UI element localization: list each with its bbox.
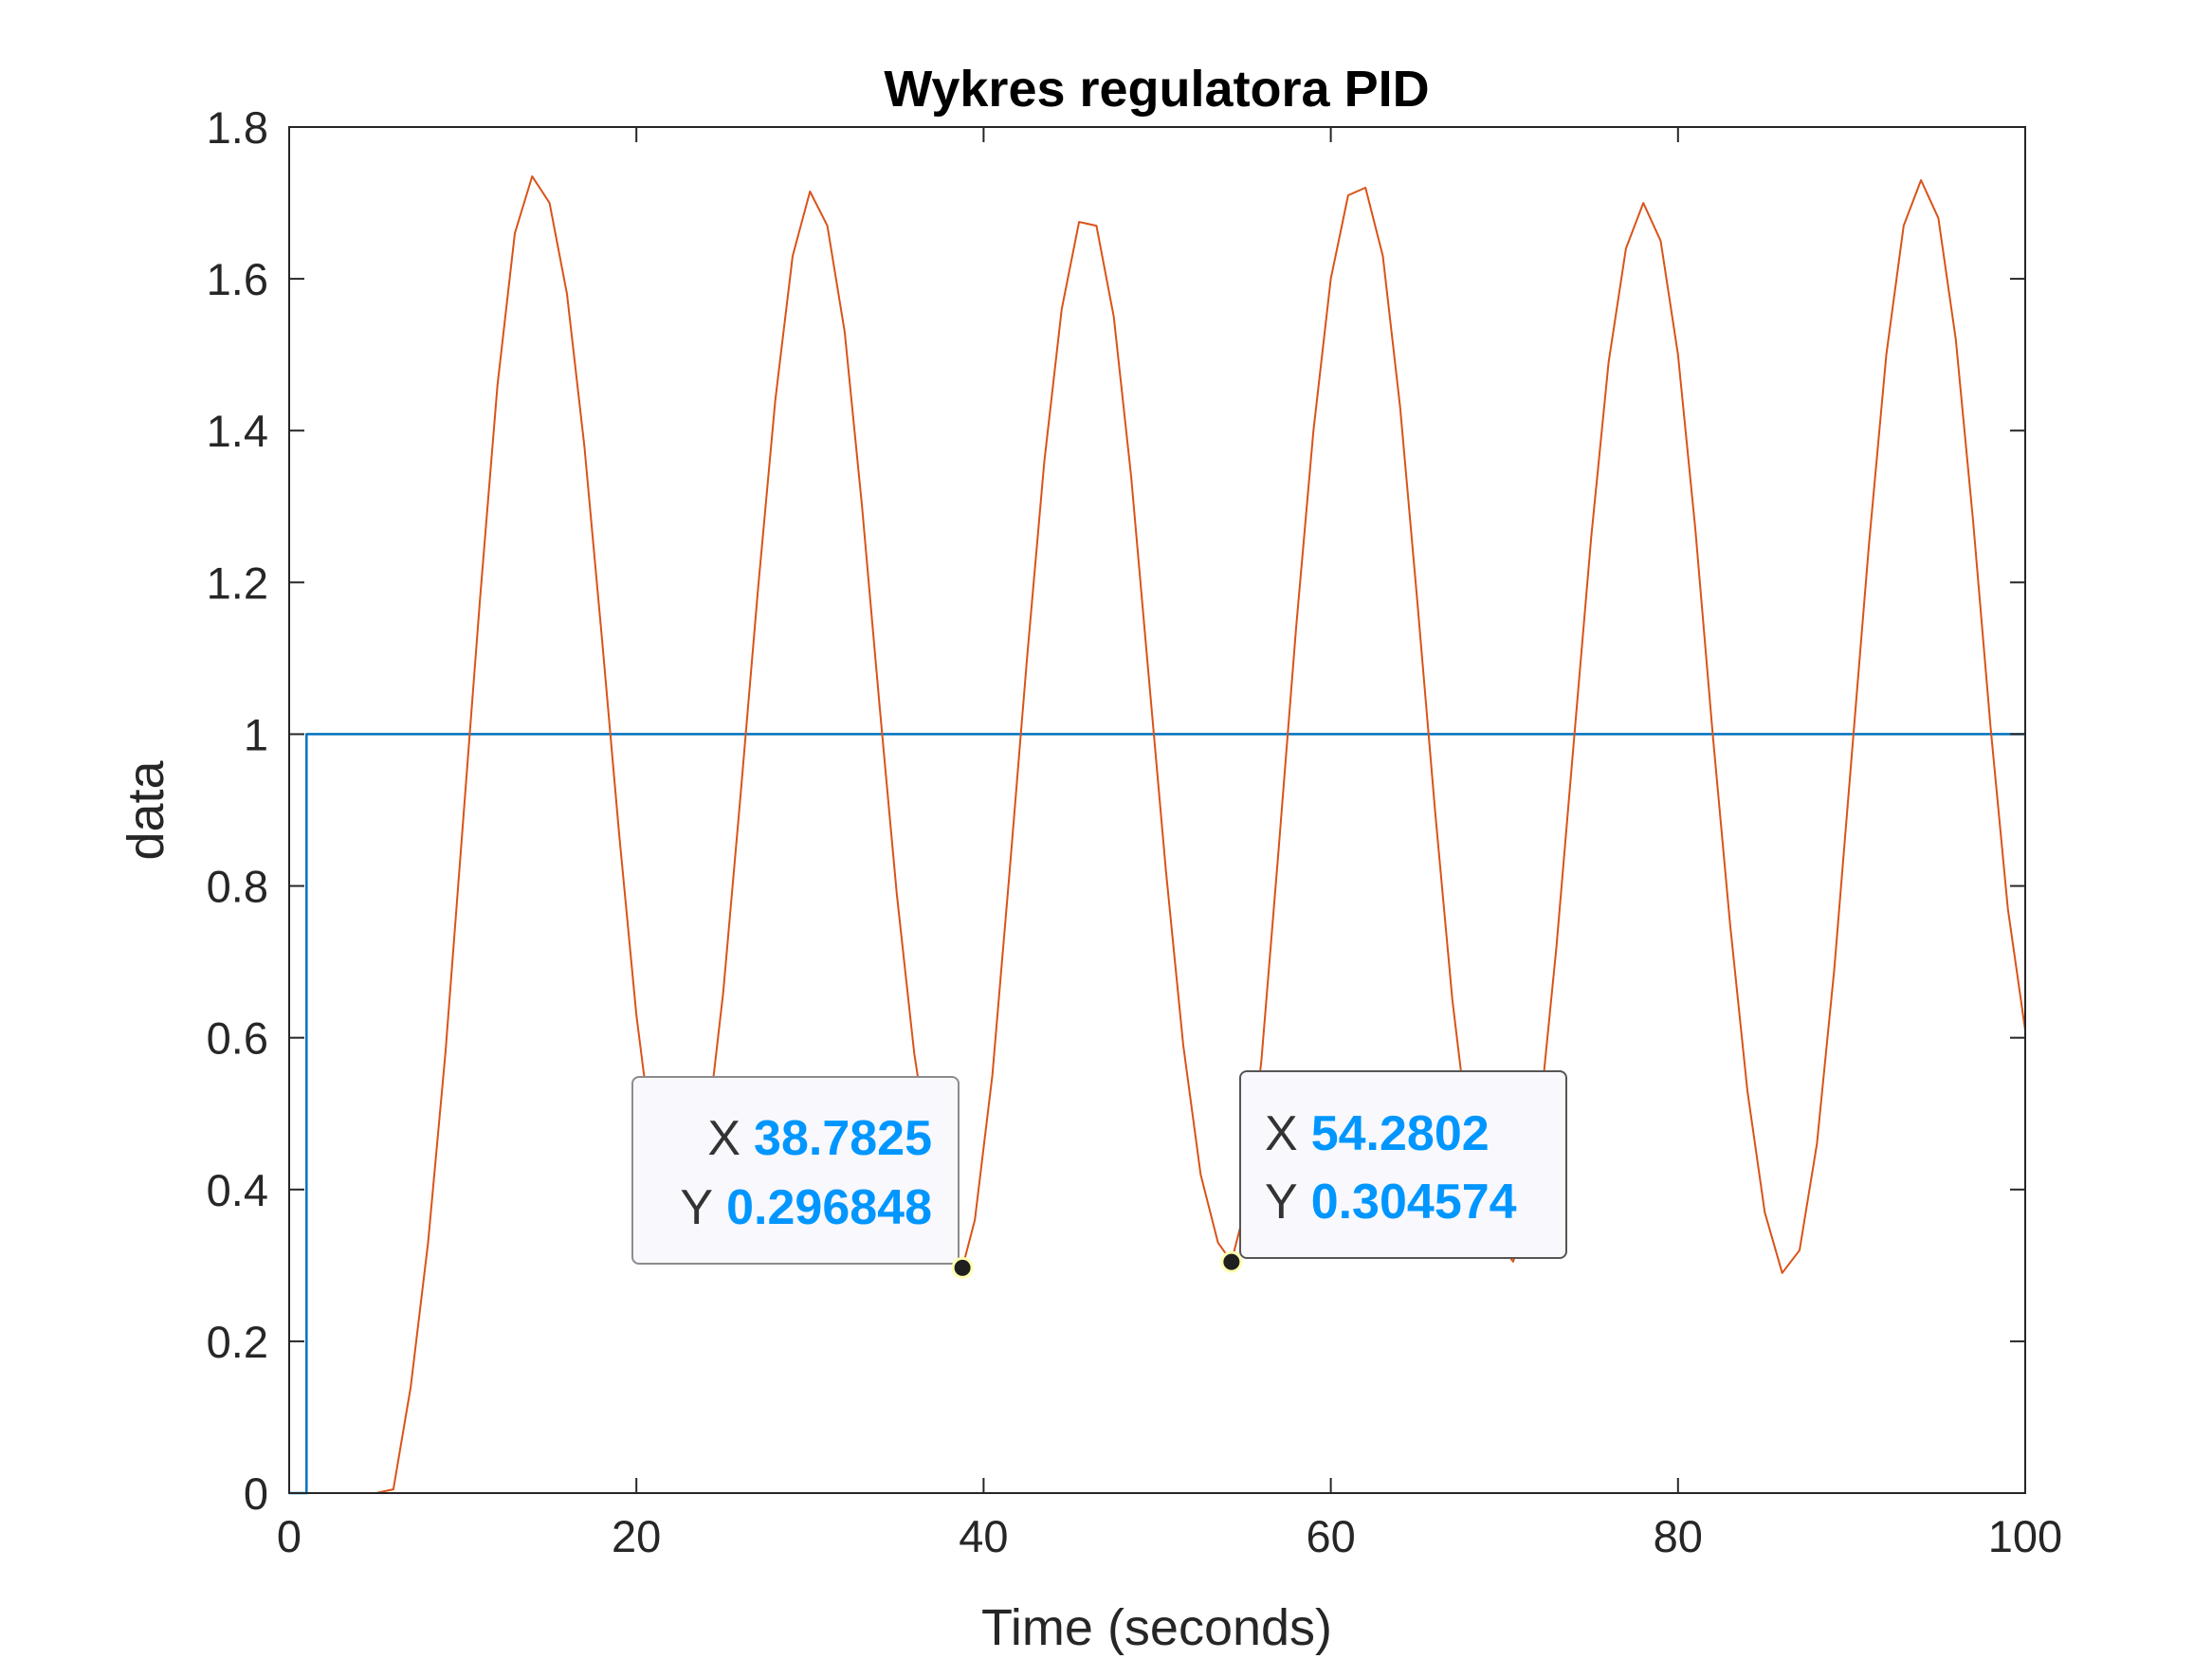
series-line-2 <box>289 175 2026 1494</box>
y-tick-label: 0.6 <box>207 1013 268 1064</box>
y-tick-label: 1.6 <box>207 254 268 304</box>
datatip-1-x-label: X <box>707 1111 740 1166</box>
datatip-1-x-value: 38.7825 <box>754 1111 932 1166</box>
datatip-2[interactable]: X 54.2802 Y 0.304574 <box>1220 1070 1567 1273</box>
y-tick-label: 0.8 <box>207 862 268 912</box>
datatip-2-x-value: 54.2802 <box>1311 1106 1490 1161</box>
datatip-1-box <box>631 1076 960 1265</box>
x-tick-label: 40 <box>959 1511 1008 1561</box>
datatip-1-y-value: 0.296848 <box>726 1180 932 1235</box>
x-tick-label: 80 <box>1654 1511 1703 1561</box>
chart-title: Wykres regulatora PID <box>884 61 1429 118</box>
axes-box <box>288 126 2026 1494</box>
x-tick-label: 60 <box>1306 1511 1355 1561</box>
y-axis-label: data <box>118 759 174 860</box>
y-tick-label: 1.2 <box>207 557 268 608</box>
x-tick-label: 100 <box>1988 1511 2062 1561</box>
datatip-2-y-row: Y 0.304574 <box>1265 1175 1517 1230</box>
plot-area <box>289 127 2025 1493</box>
y-tick-label: 0.2 <box>207 1317 268 1367</box>
y-tick-label: 1 <box>244 709 268 759</box>
datatip-2-x-row: X 54.2802 <box>1265 1106 1490 1161</box>
y-tick-label: 1.8 <box>207 102 268 153</box>
datatip-2-x-label: X <box>1265 1106 1298 1161</box>
x-axis-label: Time (seconds) <box>981 1599 1332 1656</box>
x-tick-label: 0 <box>277 1511 302 1561</box>
datatip-2-box <box>1239 1070 1567 1259</box>
datatip-1[interactable]: X 38.7825 Y 0.296848 <box>631 1076 974 1279</box>
y-tick-label: 0.4 <box>207 1165 268 1215</box>
datatip-1-y-row: Y 0.296848 <box>680 1180 932 1235</box>
datatip-2-y-label: Y <box>1265 1175 1298 1230</box>
tick-layer: 0 20 40 60 80 100 0 0.2 0.4 0.6 0.8 1 1.2 1.4 1.6 1.8 <box>207 102 2063 1561</box>
datatip-2-marker[interactable] <box>1220 1250 1243 1273</box>
y-tick-label: 1.4 <box>207 406 268 456</box>
datatip-2-y-value: 0.304574 <box>1311 1175 1517 1230</box>
x-tick-label: 20 <box>612 1511 661 1561</box>
y-tick-label: 0 <box>244 1468 268 1519</box>
datatip-1-y-label: Y <box>680 1180 713 1235</box>
datatip-1-marker[interactable] <box>951 1256 974 1279</box>
datatip-1-x-row: X 38.7825 <box>707 1111 932 1166</box>
